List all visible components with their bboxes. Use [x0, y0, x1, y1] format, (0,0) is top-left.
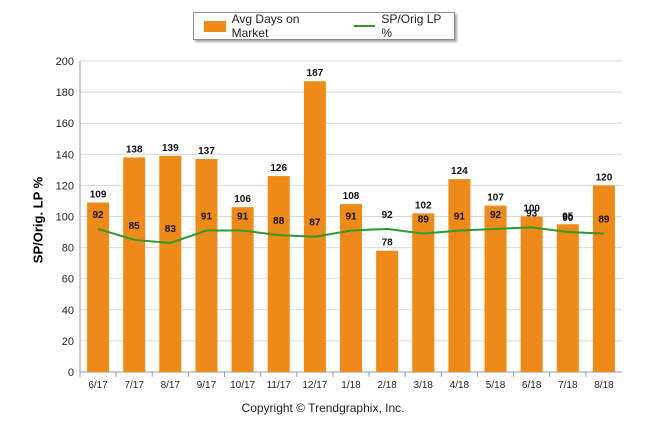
x-tick-label: 3/18 [414, 380, 434, 391]
y-tick-label: 200 [56, 56, 74, 68]
bar [412, 213, 435, 372]
bar [159, 155, 182, 372]
bar [520, 216, 543, 372]
line-data-label: 90 [562, 213, 574, 224]
bar [195, 158, 218, 372]
bar-data-label: 108 [343, 191, 360, 202]
line-data-label: 93 [526, 208, 538, 219]
bar-data-label: 100 [523, 204, 540, 215]
line-data-label: 85 [129, 221, 141, 232]
bar [123, 157, 146, 372]
line-data-label: 83 [165, 224, 177, 235]
x-tick-label: 7/17 [124, 380, 144, 391]
bar-data-label: 187 [307, 68, 324, 79]
bar [303, 81, 326, 372]
legend-swatch-bar [204, 20, 226, 32]
x-tick-label: 6/18 [522, 380, 542, 391]
x-tick-label: 5/18 [486, 380, 506, 391]
y-tick-label: 80 [62, 243, 74, 255]
legend: Avg Days on Market SP/Orig LP % [193, 12, 455, 40]
bar [376, 250, 399, 372]
bar-data-label: 106 [234, 194, 251, 205]
line-data-label: 87 [309, 218, 321, 229]
legend-label-bar: Avg Days on Market [231, 12, 300, 40]
bar [592, 185, 615, 372]
bar [340, 204, 362, 372]
line-data-label: 89 [418, 215, 430, 226]
bar [556, 224, 579, 372]
x-tick-label: 7/18 [558, 380, 578, 391]
x-tick-label: 10/17 [230, 380, 255, 391]
legend-swatch-line [353, 25, 376, 27]
y-tick-label: 40 [62, 305, 74, 317]
bar-data-label: 138 [126, 144, 143, 155]
line-data-label: 92 [490, 210, 502, 221]
bar-data-label: 139 [162, 143, 179, 154]
y-tick-label: 160 [56, 118, 74, 130]
line-data-label: 92 [382, 210, 394, 221]
bar-data-label: 109 [90, 190, 107, 201]
y-tick-label: 20 [62, 336, 74, 348]
bar-data-label: 107 [487, 193, 504, 204]
bar-data-label: 120 [596, 172, 613, 183]
y-tick-label: 140 [56, 149, 74, 161]
x-tick-label: 8/18 [594, 380, 614, 391]
bar-data-label: 126 [270, 163, 287, 174]
x-tick-label: 11/17 [267, 380, 292, 391]
bar [87, 202, 110, 372]
x-tick-label: 12/17 [302, 380, 327, 391]
bar [231, 207, 254, 372]
y-tick-label: 60 [62, 274, 74, 286]
y-tick-label: 0 [68, 367, 74, 379]
bar-data-label: 137 [198, 146, 215, 157]
line-data-label: 91 [345, 211, 357, 222]
copyright-text: Copyright © Trendgraphix, Inc. [241, 401, 405, 415]
line-data-label: 91 [237, 211, 249, 222]
x-tick-label: 2/18 [377, 380, 397, 391]
line-data-label: 88 [273, 216, 285, 227]
y-tick-label: 180 [56, 87, 74, 99]
legend-label-line: SP/Orig LP % [381, 12, 442, 40]
line-data-label: 91 [454, 211, 466, 222]
line-data-label: 89 [598, 215, 610, 226]
x-tick-label: 4/18 [450, 380, 470, 391]
y-tick-label: 100 [56, 212, 74, 224]
bar-data-label: 102 [415, 200, 432, 211]
line-data-label: 91 [201, 211, 213, 222]
bar [484, 205, 507, 372]
bar-data-label: 95 [562, 211, 574, 222]
legend-item-line: SP/Orig LP % [353, 12, 454, 40]
y-tick-label: 120 [56, 180, 74, 192]
bar [448, 179, 471, 372]
line-series [97, 226, 604, 244]
x-tick-label: 1/18 [341, 380, 361, 391]
legend-item-bar: Avg Days on Market [204, 12, 338, 40]
bar-data-label: 78 [382, 238, 394, 249]
x-tick-label: 9/17 [197, 380, 217, 391]
line-data-label: 92 [93, 210, 105, 221]
bar [267, 176, 290, 372]
x-tick-label: 8/17 [161, 380, 181, 391]
x-tick-label: 6/17 [88, 380, 108, 391]
bar-data-label: 124 [451, 166, 468, 177]
